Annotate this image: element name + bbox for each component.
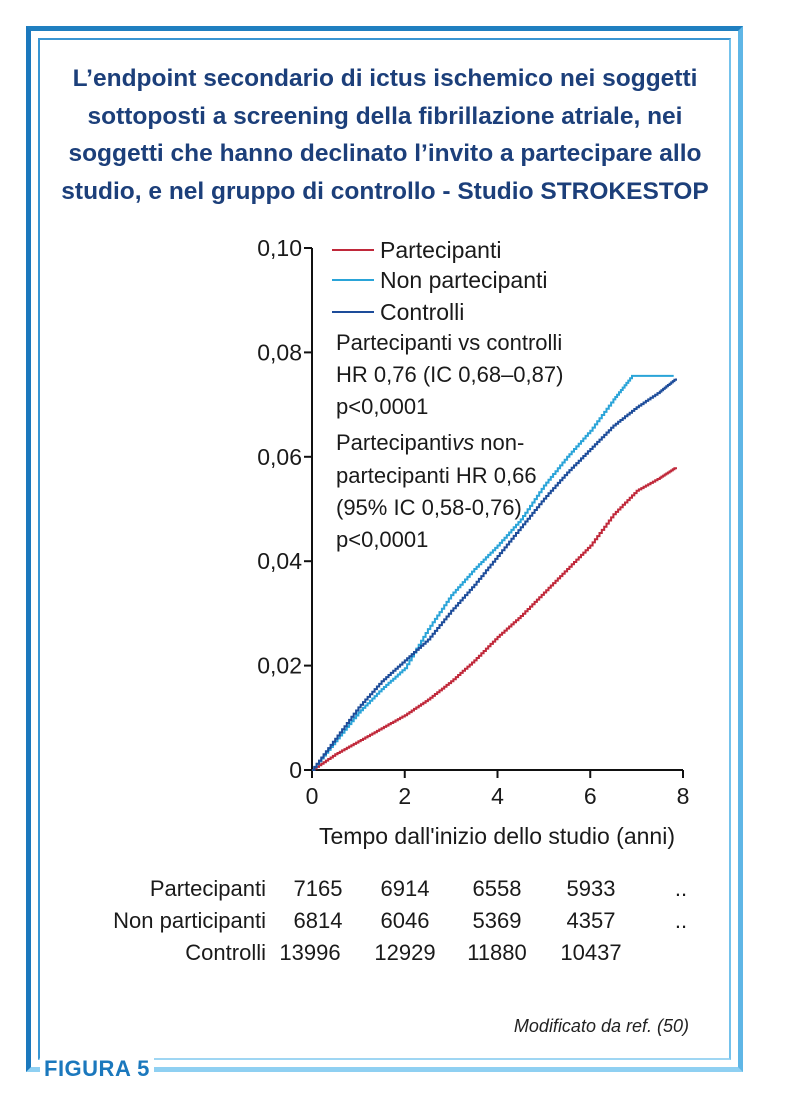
risk-row-non-participanti: Non participanti 6814 6046 5369 4357 ..	[113, 908, 687, 933]
stats-annotation: Partecipanti vs controlli HR 0,76 (IC 0,…	[336, 330, 563, 552]
x-axis-label: Tempo dall'inizio dello studio (anni)	[319, 823, 675, 849]
annotation-line-5: partecipanti HR 0,66	[336, 463, 537, 488]
risk-cell: 6914	[381, 876, 430, 901]
x-tick-label: 4	[491, 783, 504, 809]
legend-label-controlli: Controlli	[380, 299, 464, 325]
risk-table: Partecipanti 7165 6914 6558 5933 .. Non …	[113, 876, 687, 965]
annotation-line-4c: non-	[474, 430, 524, 455]
annotation-line-2: HR 0,76 (IC 0,68–0,87)	[336, 362, 563, 387]
legend-label-non-partecipanti: Non partecipanti	[380, 267, 548, 293]
y-tick-label: 0,02	[257, 653, 302, 679]
risk-row-label: Partecipanti	[150, 876, 266, 901]
risk-cell: 6558	[473, 876, 522, 901]
figure-label: FIGURA 5	[40, 1056, 154, 1082]
legend-label-partecipanti: Partecipanti	[380, 237, 501, 263]
annotation-line-7: p<0,0001	[336, 527, 428, 552]
source-credit: Modificato da ref. (50)	[513, 1016, 689, 1036]
inner-frame	[38, 38, 731, 1060]
risk-cell: 12929	[374, 940, 435, 965]
risk-cell: 5369	[473, 908, 522, 933]
risk-cell: 6046	[381, 908, 430, 933]
x-tick-label: 8	[677, 783, 690, 809]
annotation-line-1: Partecipanti vs controlli	[336, 330, 562, 355]
risk-cell: 4357	[567, 908, 616, 933]
risk-cell: 10437	[560, 940, 621, 965]
risk-row-controlli: Controlli 13996 12929 11880 10437	[185, 940, 621, 965]
y-tick-label: 0	[289, 757, 302, 783]
risk-cell: 7165	[294, 876, 343, 901]
risk-cell: ..	[675, 908, 687, 933]
y-tick-label: 0,10	[257, 235, 302, 261]
risk-row-label: Non participanti	[113, 908, 266, 933]
annotation-line-4a: Partecipanti	[336, 430, 452, 455]
y-tick-label: 0,08	[257, 339, 302, 365]
risk-cell: ..	[675, 876, 687, 901]
x-tick-label: 2	[398, 783, 411, 809]
risk-cell: 5933	[567, 876, 616, 901]
series-line-controlli	[312, 378, 677, 771]
risk-cell: 6814	[294, 908, 343, 933]
annotation-line-4b: vs	[452, 430, 474, 455]
risk-cell: 13996	[279, 940, 340, 965]
figure-title: L’endpoint secondario di ictus ischemico…	[61, 65, 709, 205]
legend: Partecipanti Non partecipanti Controlli	[332, 237, 548, 325]
outer-frame	[26, 26, 743, 1072]
x-tick-label: 0	[306, 783, 319, 809]
x-tick-label: 6	[584, 783, 597, 809]
risk-row-partecipanti: Partecipanti 7165 6914 6558 5933 ..	[150, 876, 687, 901]
annotation-line-3: p<0,0001	[336, 394, 428, 419]
risk-cell: 11880	[467, 940, 527, 965]
y-tick-label: 0,04	[257, 548, 302, 574]
annotation-line-6: (95% IC 0,58-0,76)	[336, 495, 522, 520]
series-line-partecipanti	[312, 467, 677, 771]
risk-row-label: Controlli	[185, 940, 266, 965]
series-line-non-partecipanti	[312, 374, 674, 771]
y-tick-label: 0,06	[257, 444, 302, 470]
annotation-line-4: Partecipantivs non-	[336, 430, 524, 455]
